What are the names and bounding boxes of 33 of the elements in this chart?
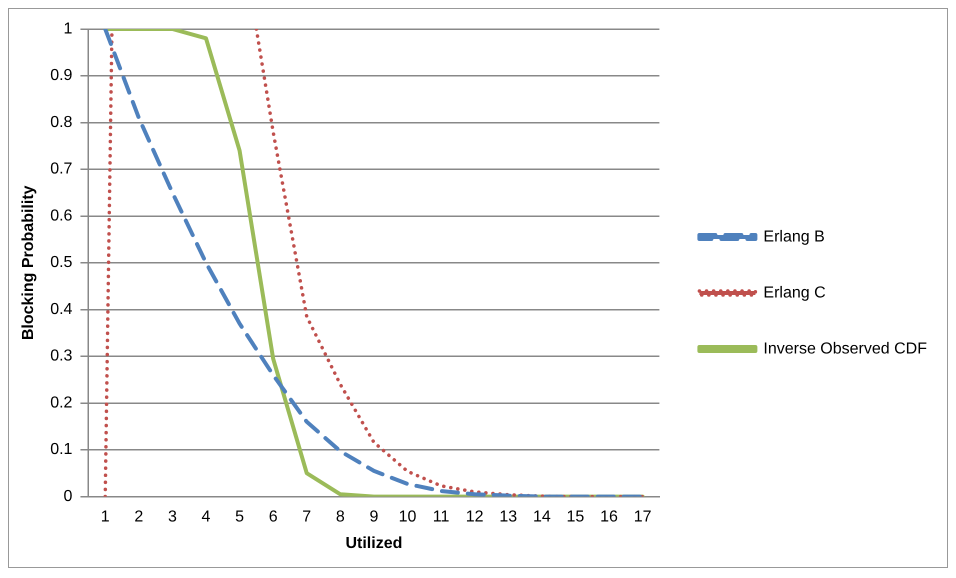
y-tick-label: 0.1 [50,441,73,458]
x-tick-label: 1 [100,508,110,526]
x-tick-label: 7 [302,508,312,526]
y-tick-label: 0.2 [50,394,73,412]
y-axis-title: Blocking Probability [20,185,38,340]
y-tick-label: 0.9 [50,67,73,84]
x-tick-label: 10 [398,508,416,526]
x-tick-label: 13 [499,508,518,526]
x-tick-label: 5 [235,508,244,526]
x-tick-label: 15 [566,508,584,526]
x-tick-label: 4 [202,508,211,526]
y-tick-label: 0.7 [50,160,73,178]
x-tick-label: 16 [600,508,618,526]
x-tick-label: 3 [168,508,177,526]
y-tick-label: 0 [64,488,73,506]
x-tick-label: 12 [466,508,484,526]
x-tick-label: 8 [336,508,345,526]
y-tick-label: 0.4 [50,300,73,318]
x-tick-label: 11 [432,508,450,526]
y-tick-label: 0.5 [50,254,73,272]
x-tick-label: 2 [134,508,144,526]
x-axis-title: Utilized [345,534,402,552]
legend-label: Erlang B [763,228,825,246]
y-tick-label: 0.8 [50,114,73,131]
legend-label: Inverse Observed CDF [763,340,928,358]
x-tick-label: 14 [532,508,551,526]
y-tick-label: 0.3 [50,348,73,365]
legend-label: Erlang C [763,284,826,302]
y-tick-label: 0.6 [50,207,73,224]
x-tick-label: 6 [268,508,278,526]
y-tick-label: 1 [64,20,73,38]
x-tick-label: 9 [369,508,378,526]
x-tick-label: 17 [634,508,652,526]
